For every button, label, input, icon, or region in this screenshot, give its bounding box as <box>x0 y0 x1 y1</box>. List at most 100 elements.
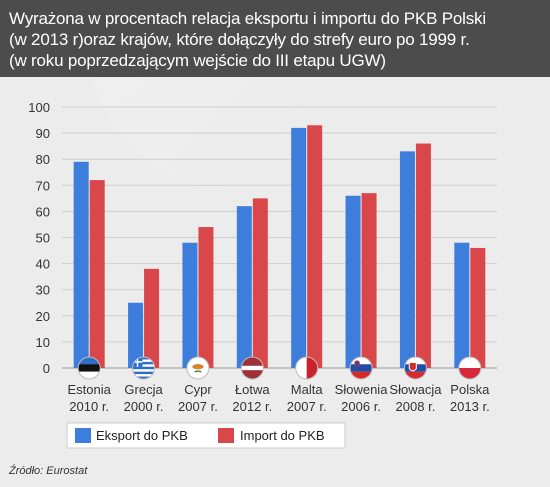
y-tick-label: 60 <box>36 204 50 219</box>
export-bar-0 <box>73 161 89 368</box>
export-bar-1 <box>128 302 144 368</box>
flag-band <box>132 376 155 380</box>
flag-cross <box>132 361 143 363</box>
y-tick-label: 20 <box>36 309 50 324</box>
flag-fill <box>404 357 427 379</box>
flag-coat <box>408 362 417 372</box>
flag-border <box>132 356 156 380</box>
flag-band <box>241 357 264 366</box>
x-axis: Estonia 2010 r. Grecja 2000 r. Cypr 2007 r. Ło… <box>68 382 491 414</box>
x-category-name: Słowenia <box>335 382 389 397</box>
import-bar-4 <box>307 125 323 369</box>
flag-band <box>78 371 101 379</box>
x-category-year: 2000 r. <box>124 399 164 414</box>
x-category-year: 2010 r. <box>69 399 109 414</box>
x-category-name: Polska <box>450 382 490 397</box>
flag-band <box>132 361 155 365</box>
y-tick-label: 10 <box>36 335 50 350</box>
flags <box>77 356 482 380</box>
estonia-flag-icon <box>77 356 101 380</box>
malta-flag-icon <box>295 356 319 380</box>
flag-band <box>350 364 373 372</box>
watermark-logo <box>91 77 409 195</box>
flag-border <box>240 356 264 380</box>
import-bar-3 <box>252 198 268 368</box>
x-category-name: Cypr <box>184 382 212 397</box>
flag-fill <box>350 357 373 379</box>
flag-band <box>404 371 427 379</box>
x-category-name: Grecja <box>124 382 163 397</box>
y-tick-label: 50 <box>36 231 50 246</box>
flag-band <box>132 371 155 375</box>
flag-band <box>350 371 373 379</box>
import-bar-6 <box>415 143 431 368</box>
flag-coat <box>354 360 360 367</box>
export-bar-2 <box>182 242 198 368</box>
flag-border <box>458 356 482 380</box>
flag-band <box>458 357 481 368</box>
source-note: Źródło: Eurostat <box>9 465 88 477</box>
flag-fill <box>78 357 101 379</box>
flag-fill <box>458 357 481 379</box>
flag-band <box>78 357 101 365</box>
flag-band <box>458 368 481 379</box>
legend-swatch-0 <box>75 428 91 443</box>
y-tick-label: 80 <box>36 152 50 167</box>
flag-band <box>132 369 155 372</box>
legend-box <box>66 422 346 449</box>
flag-band <box>132 366 155 370</box>
flag-band <box>350 357 373 365</box>
chart-title: Wyrażona w procentach relacja eksportu i… <box>9 9 486 70</box>
import-bar-5 <box>361 193 377 368</box>
y-tick-label: 70 <box>36 178 50 193</box>
x-category-name: Łotwa <box>235 382 270 397</box>
x-category-name: Słowacja <box>389 382 442 397</box>
export-bar-3 <box>236 206 252 368</box>
x-category-year: 2012 r. <box>232 399 272 414</box>
title-band: Wyrażona w procentach relacja eksportu i… <box>0 0 550 77</box>
flag-band <box>306 357 318 379</box>
flag-band <box>132 364 155 367</box>
slovakia-flag-icon <box>403 356 427 380</box>
import-bar-7 <box>470 247 486 368</box>
bar-chart: 0 10 20 30 40 50 60 70 80 90 100 Estonia 2010 r. Gre… <box>28 77 497 449</box>
flag-border <box>77 356 101 380</box>
x-category-name: Malta <box>291 382 324 397</box>
flag-band <box>241 365 264 371</box>
flag-fill <box>186 357 209 379</box>
y-tick-label: 30 <box>36 283 50 298</box>
flag-band <box>404 357 427 365</box>
export-bar-7 <box>454 242 470 368</box>
flag-fill <box>132 357 155 380</box>
y-tick-label: 100 <box>28 100 50 115</box>
x-category-year: 2007 r. <box>178 399 218 414</box>
flag-band <box>132 359 155 363</box>
x-category-year: 2013 r. <box>450 399 490 414</box>
flag-band <box>132 357 155 360</box>
import-bar-0 <box>89 180 105 368</box>
y-tick-label: 40 <box>36 257 50 272</box>
bars <box>73 125 486 369</box>
flag-fill <box>241 357 264 379</box>
legend-label-1: Import do PKB <box>240 428 325 443</box>
cyprus-flag-icon <box>186 356 210 380</box>
flag-band <box>241 370 264 379</box>
flag-border <box>186 356 210 380</box>
import-bar-2 <box>198 227 214 368</box>
flag-band <box>78 364 101 372</box>
legend-swatch-1 <box>218 428 234 443</box>
flag-band <box>295 357 307 379</box>
x-category-year: 2008 r. <box>396 399 436 414</box>
flag-fill <box>295 357 318 379</box>
export-bar-6 <box>399 151 415 368</box>
x-category-year: 2007 r. <box>287 399 327 414</box>
export-bar-4 <box>291 127 307 368</box>
export-bar-5 <box>345 195 361 368</box>
legend-label-0: Eksport do PKB <box>96 428 188 443</box>
y-axis: 0 10 20 30 40 50 60 70 80 90 100 <box>28 100 50 376</box>
x-category-year: 2006 r. <box>341 399 381 414</box>
x-category-name: Estonia <box>68 382 112 397</box>
y-tick-label: 0 <box>43 361 50 376</box>
latvia-flag-icon <box>240 356 264 380</box>
